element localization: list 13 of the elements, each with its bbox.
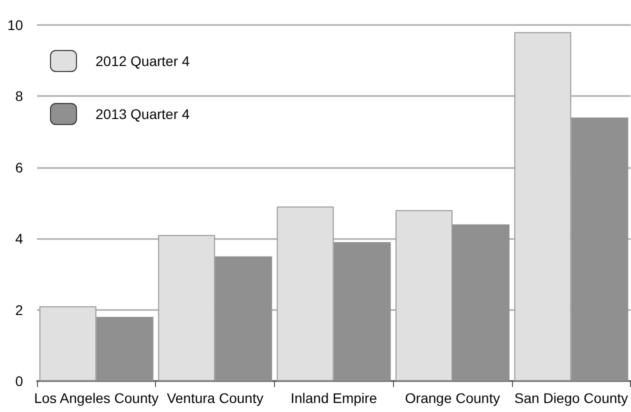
x-tick-label: Ventura County (166, 390, 264, 406)
y-tick-label: 4 (15, 230, 24, 247)
y-tick-label: 8 (15, 88, 24, 104)
x-tick-label: San Diego County (514, 390, 628, 406)
y-tick-label: 0 (15, 373, 24, 389)
legend-label: 2013 Quarter 4 (96, 106, 190, 122)
y-tick-label: 6 (15, 159, 24, 176)
x-tick-label: Los Angeles County (34, 390, 159, 406)
y-tick-label: 10 (7, 17, 24, 33)
legend-label: 2012 Quarter 4 (96, 53, 190, 69)
x-tick-label: Orange County (405, 390, 500, 406)
y-tick-label: 2 (15, 302, 24, 318)
x-tick-label: Inland Empire (290, 390, 378, 406)
